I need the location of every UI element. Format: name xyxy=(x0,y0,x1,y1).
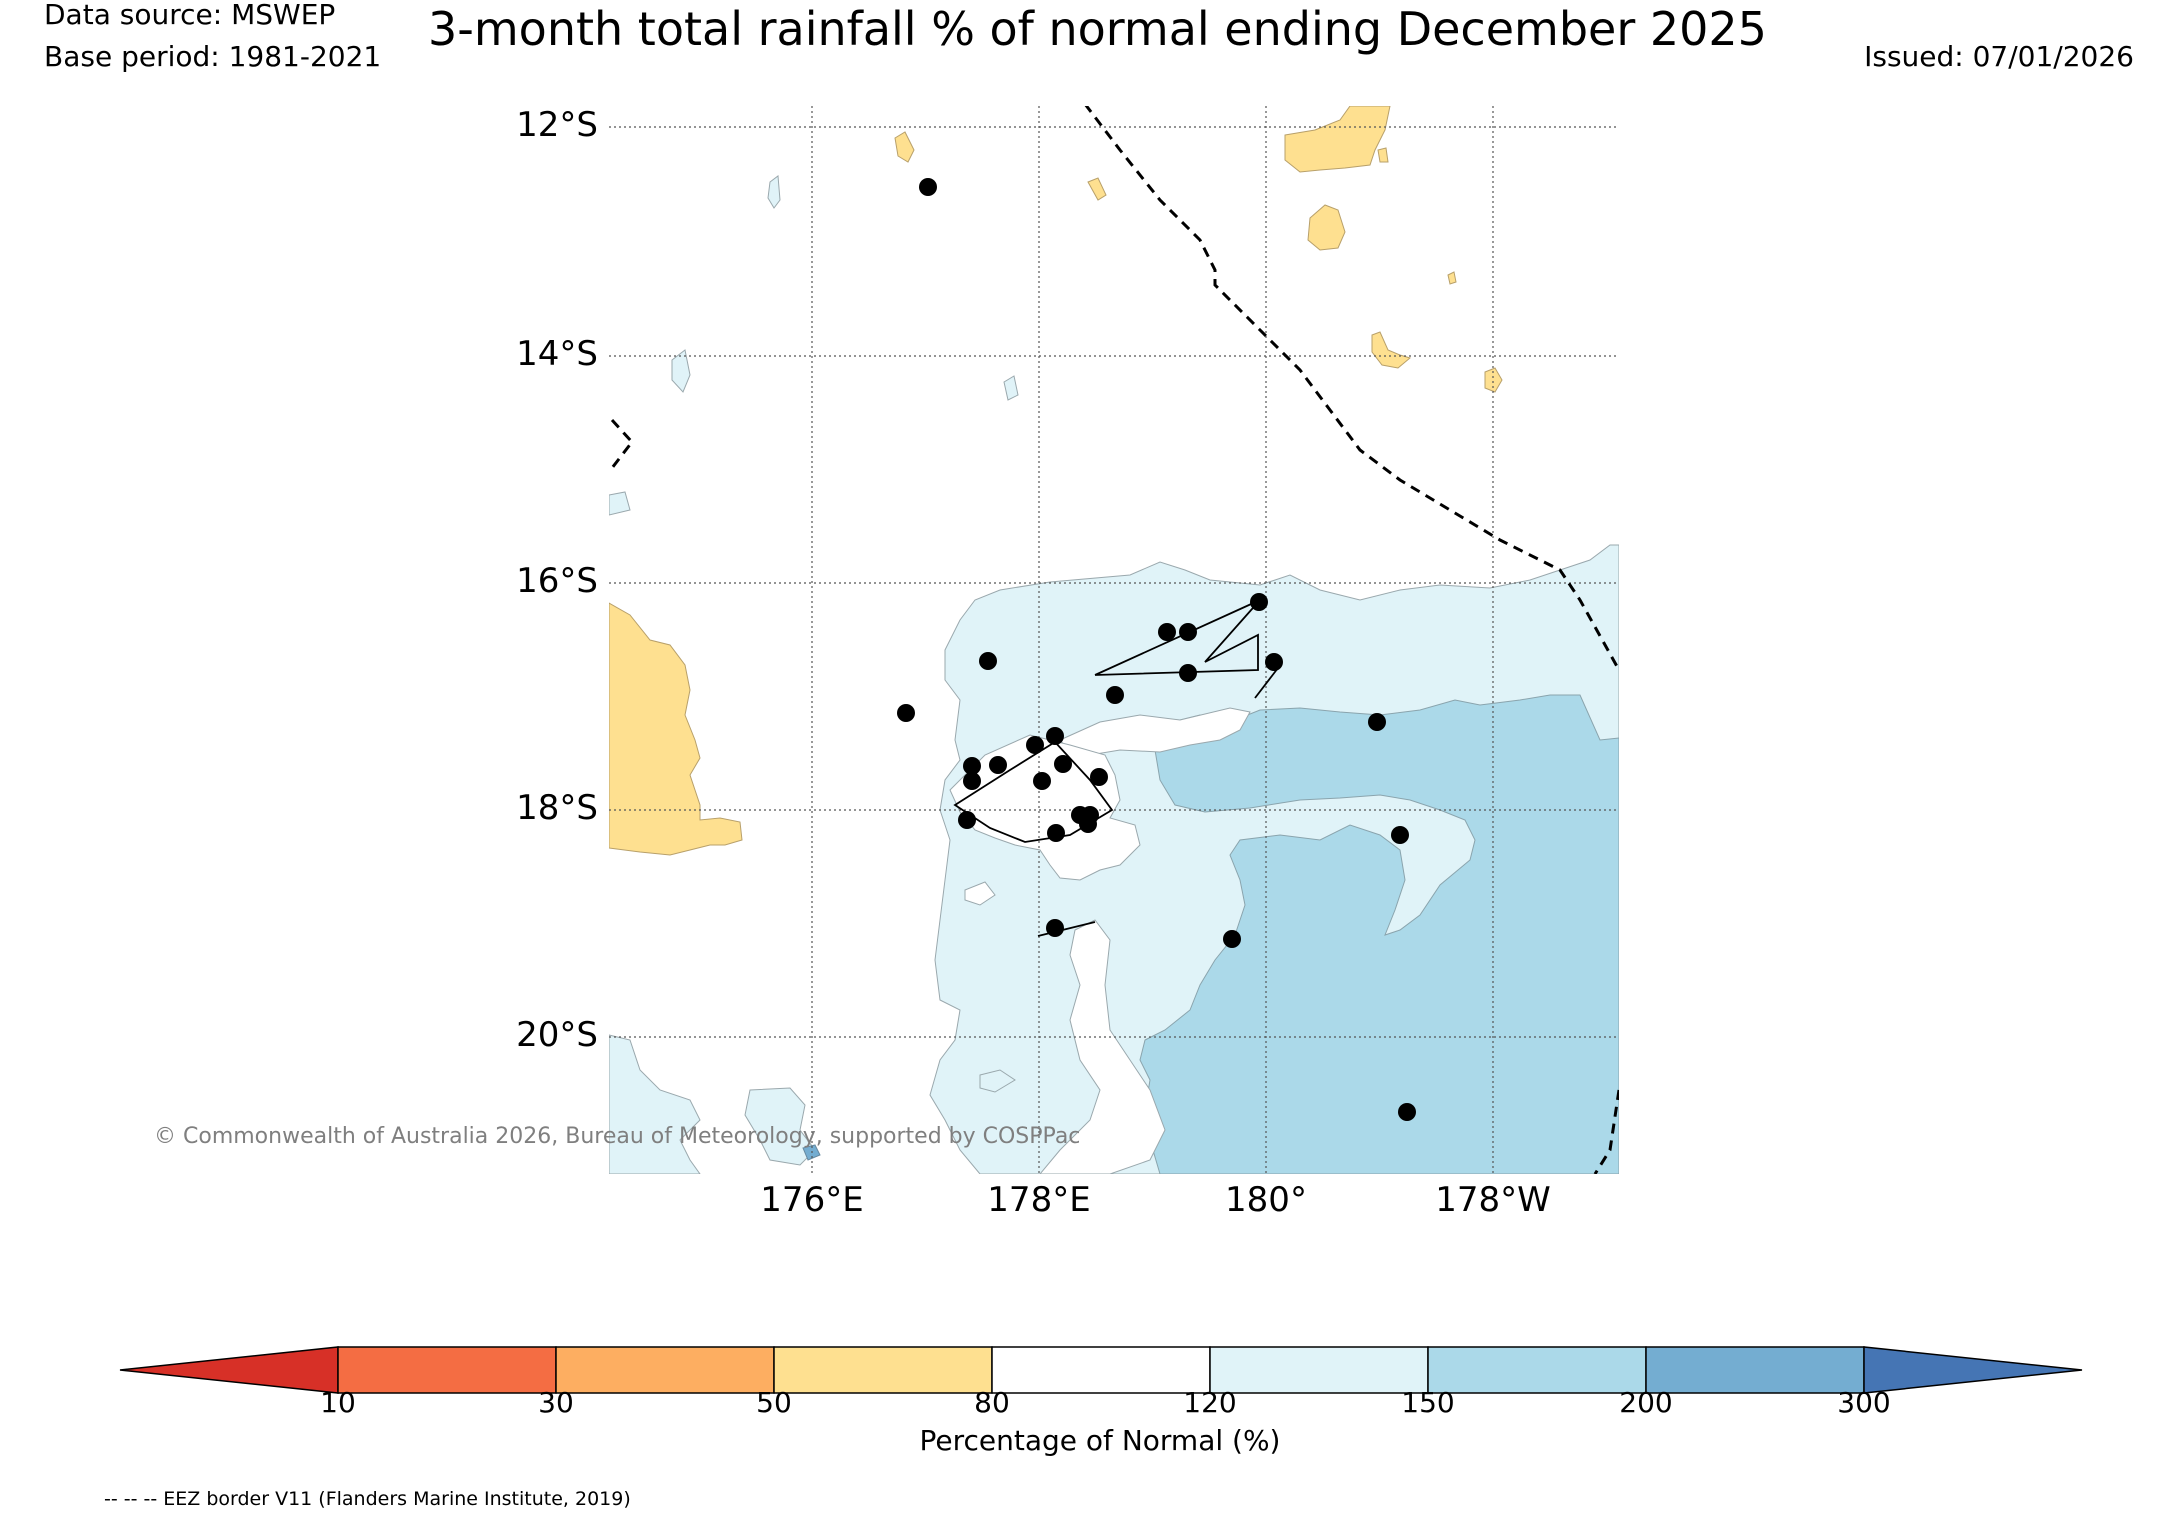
station-marker xyxy=(1158,623,1176,641)
region-120-150-speck-e xyxy=(979,1069,1016,1093)
station-marker xyxy=(1106,686,1124,704)
station-marker xyxy=(1079,815,1097,833)
station-marker xyxy=(958,811,976,829)
station-marker xyxy=(1046,727,1064,745)
lon-label-178w: 178°W xyxy=(1435,1180,1551,1220)
lat-label-14s: 14°S xyxy=(516,334,598,374)
region-50-80-speck-a xyxy=(1377,147,1389,163)
station-marker xyxy=(1033,772,1051,790)
colorbar-label: Percentage of Normal (%) xyxy=(919,1424,1281,1457)
station-markers xyxy=(897,178,1416,1121)
region-50-80-ne-b xyxy=(1307,204,1346,251)
station-marker xyxy=(1391,826,1409,844)
region-120-150-west-south xyxy=(609,1034,701,1174)
region-120-150-speck-c xyxy=(1003,375,1019,401)
region-120-150-speck-d xyxy=(609,491,631,516)
region-50-80-ne-a xyxy=(1284,106,1391,173)
station-marker xyxy=(1179,623,1197,641)
base-period-label: Base period: 1981-2021 xyxy=(44,40,382,73)
lat-label-16s: 16°S xyxy=(516,561,598,601)
station-marker xyxy=(897,704,915,722)
island-outlines xyxy=(953,599,1279,937)
region-50-80-speck-b xyxy=(1447,271,1457,285)
colorbar-tick: 30 xyxy=(538,1386,574,1419)
colorbar-bin-150-200 xyxy=(1427,1346,1647,1394)
map-area xyxy=(609,106,1619,1174)
colorbar-tick: 150 xyxy=(1401,1386,1455,1419)
region-150-200 xyxy=(1139,694,1619,1174)
colorbar-tick: 300 xyxy=(1837,1386,1891,1419)
graticule xyxy=(609,106,1619,1174)
eez-border-note: -- -- -- EEZ border V11 (Flanders Marine… xyxy=(104,1488,631,1510)
colorbar-bin-10-30 xyxy=(337,1346,557,1394)
colorbar-tick: 50 xyxy=(756,1386,792,1419)
region-50-80-ne-d xyxy=(1484,367,1503,393)
colorbar-extend-low xyxy=(119,1346,339,1394)
colorbar-bin-50-80 xyxy=(773,1346,993,1394)
map-title: 3-month total rainfall % of normal endin… xyxy=(428,2,1767,56)
station-marker xyxy=(919,178,937,196)
station-marker xyxy=(979,652,997,670)
region-80-120-c xyxy=(1039,919,1166,1174)
colorbar-bin-120-150 xyxy=(1209,1346,1429,1394)
lat-label-12s: 12°S xyxy=(516,105,598,145)
station-marker xyxy=(989,756,1007,774)
region-120-150-speck-a xyxy=(767,175,781,209)
colorbar-extend-high xyxy=(1863,1346,2083,1394)
lon-label-178e: 178°E xyxy=(987,1180,1091,1220)
station-marker xyxy=(1223,930,1241,948)
lat-label-20s: 20°S xyxy=(516,1015,598,1055)
station-marker xyxy=(1250,593,1268,611)
issued-date-label: Issued: 07/01/2026 xyxy=(1864,40,2134,73)
region-50-80-west xyxy=(609,602,743,856)
colorbar xyxy=(119,1346,2083,1394)
station-marker xyxy=(1179,664,1197,682)
station-marker xyxy=(1265,653,1283,671)
region-50-80-nw-b xyxy=(1087,177,1107,201)
lat-label-18s: 18°S xyxy=(516,788,598,828)
colorbar-bin-200-300 xyxy=(1645,1346,1865,1394)
region-50-80-nw-a xyxy=(894,131,915,163)
lon-label-176e: 176°E xyxy=(760,1180,864,1220)
station-marker xyxy=(1054,755,1072,773)
colorbar-tick: 200 xyxy=(1619,1386,1673,1419)
station-marker xyxy=(1047,824,1065,842)
copyright-notice: © Commonwealth of Australia 2026, Bureau… xyxy=(154,1124,1081,1149)
colorbar-tick: 80 xyxy=(974,1386,1010,1419)
station-marker xyxy=(1046,919,1064,937)
station-marker xyxy=(963,757,981,775)
station-marker xyxy=(963,772,981,790)
colorbar-bin-30-50 xyxy=(555,1346,775,1394)
station-marker xyxy=(1368,713,1386,731)
colorbar-tick: 120 xyxy=(1183,1386,1237,1419)
colorbar-bin-80-120 xyxy=(991,1346,1211,1394)
region-80-120-d xyxy=(964,881,996,906)
station-marker xyxy=(1398,1103,1416,1121)
data-source-label: Data source: MSWEP xyxy=(44,0,336,31)
region-50-80-ne-c xyxy=(1371,331,1412,369)
station-marker xyxy=(1090,768,1108,786)
station-marker xyxy=(1026,736,1044,754)
colorbar-tick: 10 xyxy=(320,1386,356,1419)
eez-border xyxy=(610,106,1619,1174)
lon-label-180: 180° xyxy=(1225,1180,1307,1220)
region-120-150-speck-b xyxy=(671,349,691,393)
